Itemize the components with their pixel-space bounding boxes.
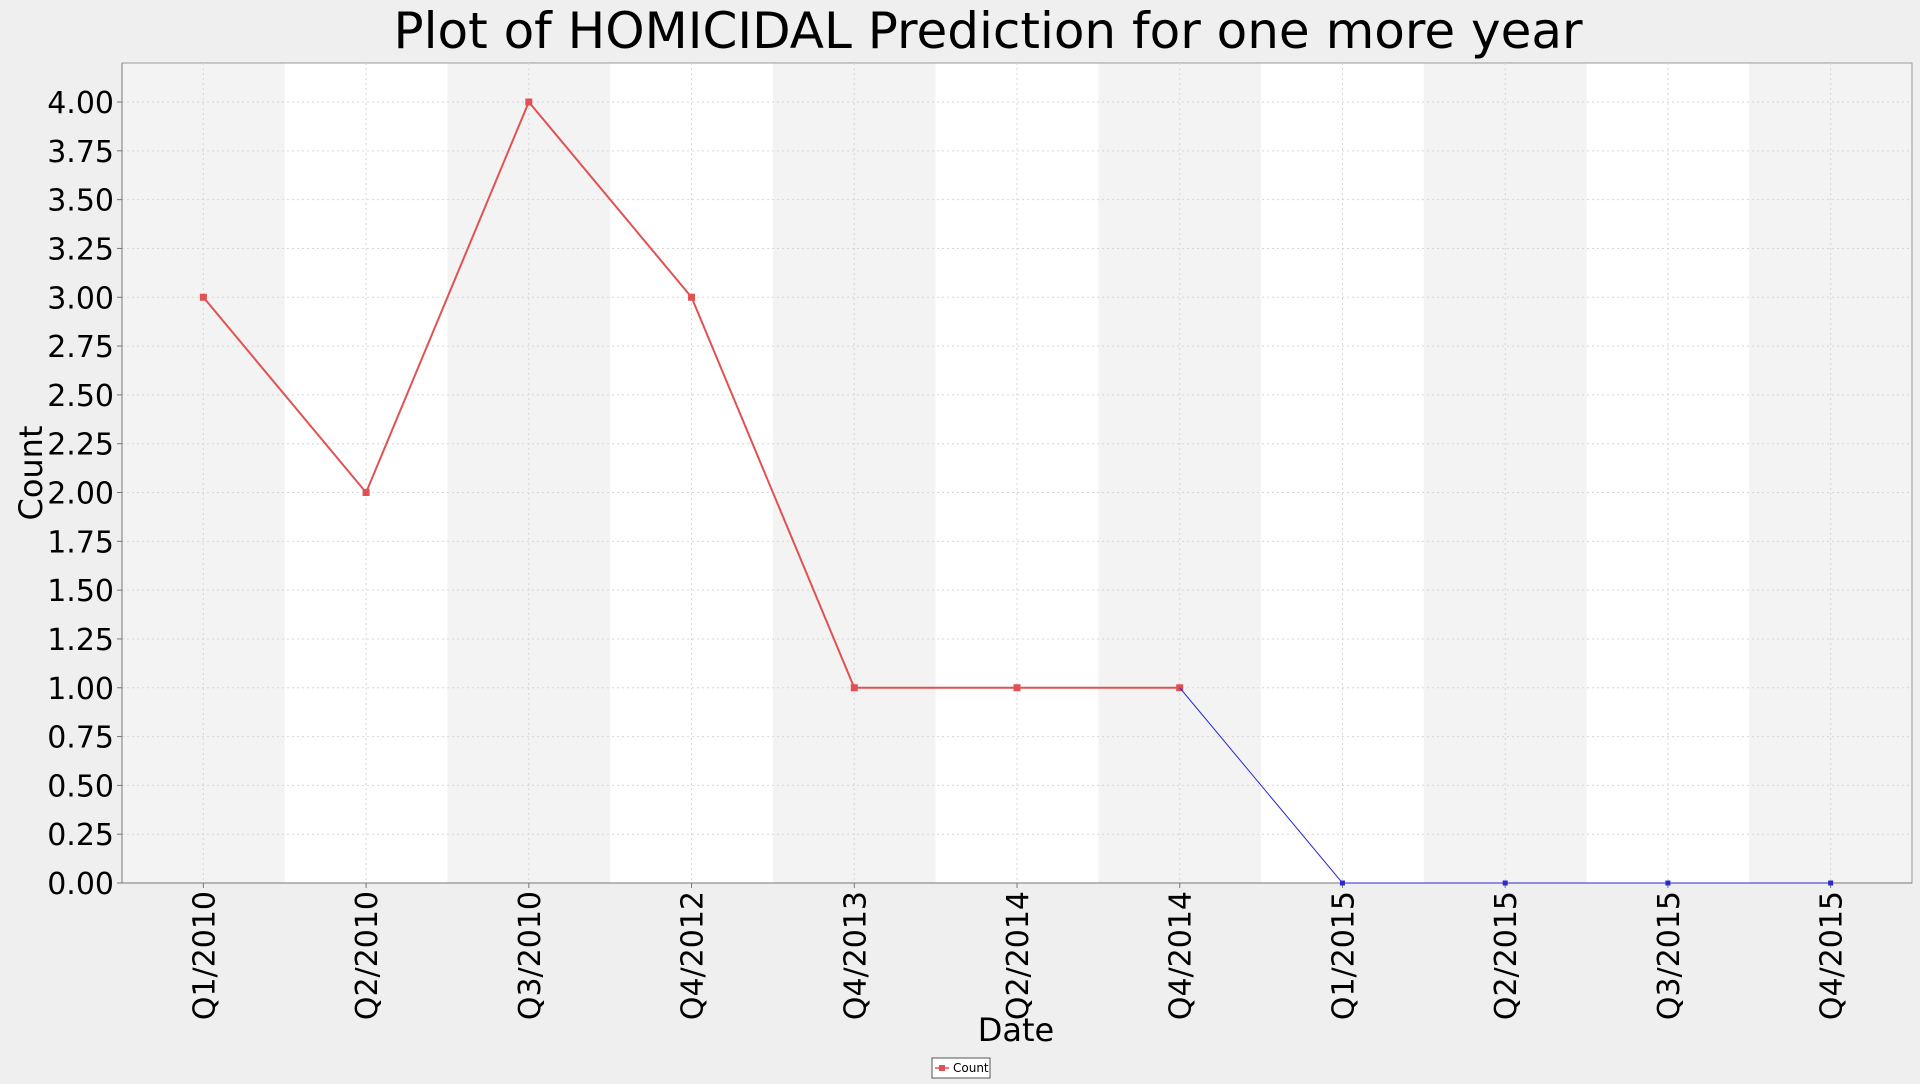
data-point (688, 293, 696, 301)
x-tick-label: Q2/2014 (1001, 891, 1036, 1020)
x-tick-label: Q3/2010 (513, 891, 548, 1020)
series-group (199, 98, 1834, 886)
legend: Count (931, 1057, 991, 1079)
x-axis-label: Date (978, 1011, 1054, 1049)
x-tick-label: Q4/2013 (838, 891, 873, 1020)
x-tick-label: Q4/2014 (1164, 891, 1199, 1020)
x-tick-label: Q4/2012 (676, 891, 711, 1020)
grid-lines (122, 63, 1912, 883)
data-point (1013, 684, 1021, 692)
y-tick-label: 2.25 (47, 428, 114, 463)
y-tick-label: 1.50 (47, 574, 114, 609)
y-tick-label: 2.00 (47, 477, 114, 512)
x-tick-label: Q1/2015 (1326, 891, 1361, 1020)
y-tick-label: 3.00 (47, 281, 114, 316)
y-tick-label: 3.75 (47, 135, 114, 170)
y-tick-label: 3.25 (47, 232, 114, 267)
y-tick-label: 2.75 (47, 330, 114, 365)
x-axis: Q1/2010 Q2/2010 Q3/2010 Q4/2012 Q4/2013 Q2/20… (122, 882, 1912, 1020)
x-tick-label: Q4/2015 (1815, 891, 1850, 1020)
data-point (1339, 880, 1345, 886)
y-tick-label: 1.75 (47, 525, 114, 560)
x-tick-label: Q2/2010 (350, 891, 385, 1020)
y-tick-label: 1.00 (47, 672, 114, 707)
x-tick-label: Q1/2010 (187, 891, 222, 1020)
x-tick-label: Q2/2015 (1489, 891, 1524, 1020)
legend-label-count: Count (953, 1061, 989, 1075)
data-point (850, 684, 858, 692)
data-point (1828, 880, 1834, 886)
data-point (199, 293, 207, 301)
data-point (525, 98, 533, 106)
data-point (1665, 880, 1671, 886)
y-tick-label: 3.50 (47, 184, 114, 219)
y-tick-label: 0.25 (47, 818, 114, 853)
chart-title: Plot of HOMICIDAL Prediction for one mor… (393, 2, 1583, 60)
y-tick-label: 0.75 (47, 721, 114, 756)
x-tick-label: Q3/2015 (1652, 891, 1687, 1020)
data-point (1176, 684, 1184, 692)
y-tick-label: 2.50 (47, 379, 114, 414)
legend-marker-swatch (939, 1065, 945, 1071)
data-point (362, 489, 370, 496)
y-tick-label: 4.00 (47, 86, 114, 121)
y-tick-label: 0.00 (47, 867, 114, 902)
y-tick-label: 0.50 (47, 769, 114, 804)
y-axis-label: Count (12, 425, 50, 520)
y-tick-label: 1.25 (47, 623, 114, 658)
data-point (1502, 880, 1508, 886)
legend-box (931, 1057, 991, 1079)
y-axis: 0.00 0.25 0.50 0.75 1.00 1.25 1.50 1.75 2.00 2.25… (47, 63, 123, 902)
